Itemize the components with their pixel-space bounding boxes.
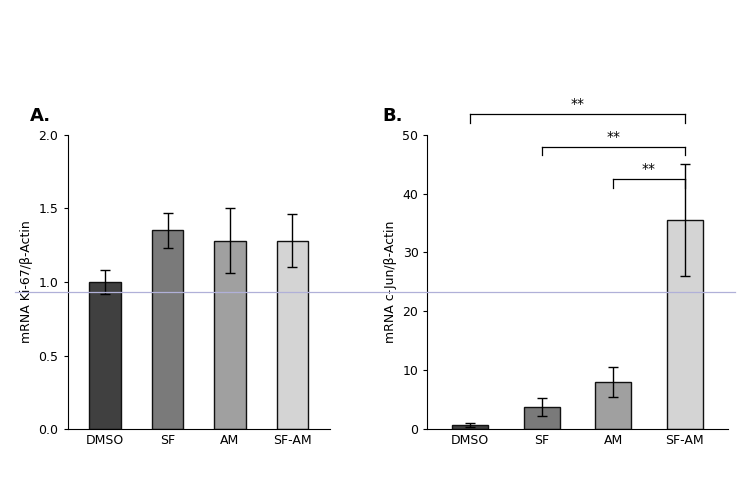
Bar [452, 425, 488, 429]
Y-axis label: mRNA Ki-67/β-Actin: mRNA Ki-67/β-Actin [20, 221, 33, 343]
Bar [152, 231, 183, 429]
Text: **: ** [606, 130, 620, 144]
Text: **: ** [642, 162, 656, 176]
Text: A.: A. [30, 107, 51, 125]
Bar [667, 220, 703, 429]
Bar [89, 282, 121, 429]
Bar [214, 241, 245, 429]
Text: **: ** [571, 97, 584, 111]
Bar [277, 241, 308, 429]
Bar [524, 407, 560, 429]
Text: B.: B. [382, 107, 403, 125]
Y-axis label: mRNA c-Jun/β-Actin: mRNA c-Jun/β-Actin [384, 221, 397, 343]
Bar [596, 382, 631, 429]
